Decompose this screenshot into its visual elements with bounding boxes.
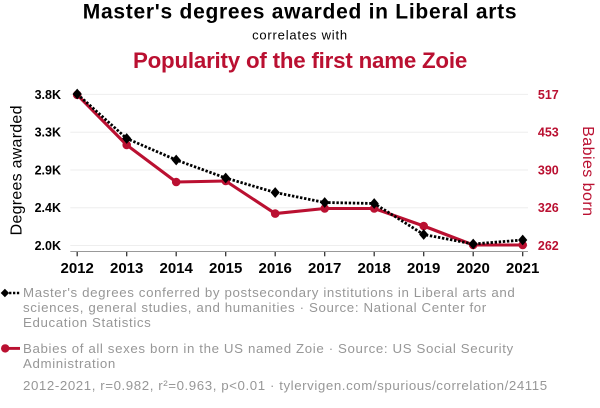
svg-text:Degrees awarded: Degrees awarded bbox=[9, 105, 26, 235]
svg-text:2019: 2019 bbox=[407, 260, 440, 277]
svg-text:Babies born: Babies born bbox=[579, 126, 596, 216]
svg-text:2016: 2016 bbox=[259, 260, 292, 277]
svg-text:2015: 2015 bbox=[209, 260, 242, 277]
svg-text:453: 453 bbox=[538, 126, 559, 140]
svg-text:2013: 2013 bbox=[110, 260, 143, 277]
svg-text:2017: 2017 bbox=[308, 260, 341, 277]
svg-text:Popularity of the first name Z: Popularity of the first name Zoie bbox=[133, 48, 467, 73]
svg-text:2012: 2012 bbox=[61, 260, 94, 277]
svg-text:2.4K: 2.4K bbox=[35, 201, 61, 215]
svg-text:390: 390 bbox=[538, 163, 559, 177]
svg-text:correlates with: correlates with bbox=[252, 27, 348, 42]
svg-text:2020: 2020 bbox=[457, 260, 490, 277]
svg-text:2.0K: 2.0K bbox=[35, 239, 61, 253]
svg-text:2014: 2014 bbox=[160, 260, 194, 277]
svg-text:3.3K: 3.3K bbox=[35, 126, 61, 140]
svg-text:517: 517 bbox=[538, 88, 559, 102]
svg-text:2021: 2021 bbox=[506, 260, 539, 277]
svg-text:2018: 2018 bbox=[358, 260, 391, 277]
svg-text:3.8K: 3.8K bbox=[35, 88, 61, 102]
svg-text:2.9K: 2.9K bbox=[35, 163, 61, 177]
svg-text:262: 262 bbox=[538, 239, 559, 253]
svg-text:326: 326 bbox=[538, 201, 559, 215]
svg-text:Master's degrees awarded in Li: Master's degrees awarded in Liberal arts bbox=[83, 1, 518, 24]
